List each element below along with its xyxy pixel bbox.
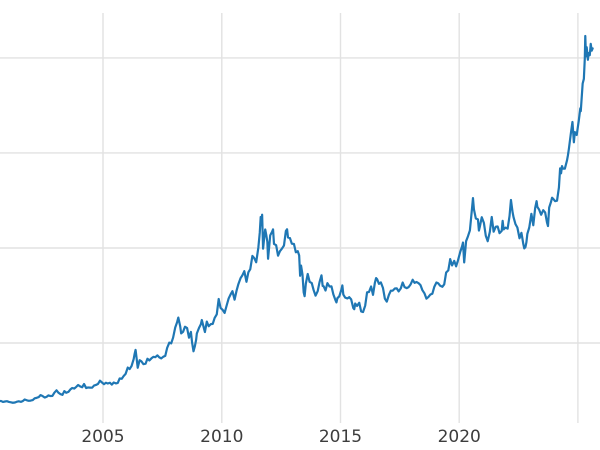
x-tick-label: 2015 [319,427,362,447]
x-tick-label: 2010 [200,427,243,447]
x-tick-label: 2020 [438,427,481,447]
x-tick-label: 2005 [81,427,124,447]
data-line [0,34,594,404]
